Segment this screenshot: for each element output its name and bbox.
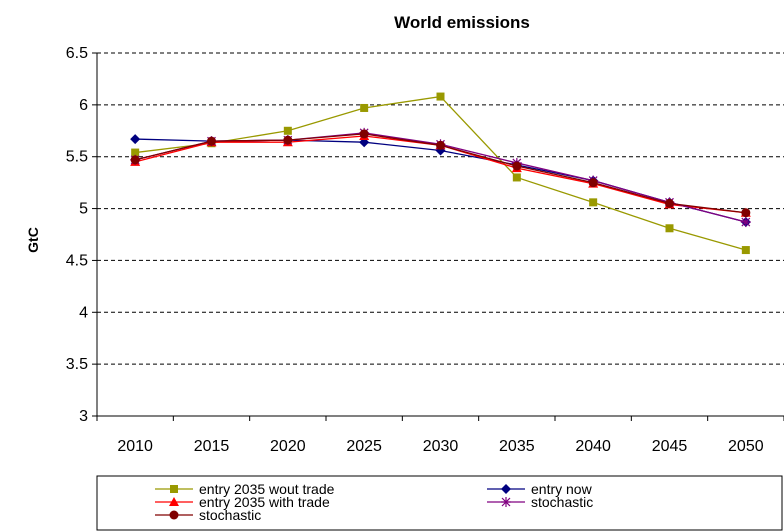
point-marker-square xyxy=(436,92,445,101)
point-marker-square xyxy=(589,198,598,207)
x-tick-label: 2030 xyxy=(423,438,459,455)
x-tick-label: 2040 xyxy=(575,438,611,455)
y-tick-labels: 3 3.5 4 4.5 5 5.5 6 6.5 xyxy=(66,45,88,425)
legend-entry: stochastic xyxy=(487,494,593,510)
point-marker-circle xyxy=(169,510,179,520)
legend-entry: entry 2035 wout trade xyxy=(155,481,335,497)
y-tick-label: 6 xyxy=(79,97,88,114)
point-marker-square xyxy=(283,126,292,135)
point-marker-square xyxy=(131,148,140,157)
point-marker-star xyxy=(740,217,751,228)
point-marker-circle xyxy=(665,198,674,208)
point-marker-diamond xyxy=(130,134,141,145)
y-tick-label: 5.5 xyxy=(66,149,88,166)
legend-entry: entry now xyxy=(487,481,593,497)
x-tick-label: 2035 xyxy=(499,438,535,455)
y-axis-label: GtC xyxy=(25,227,41,253)
x-tick-label: 2010 xyxy=(117,438,153,455)
series-lines xyxy=(130,92,751,255)
point-marker-circle xyxy=(588,178,598,188)
point-marker-circle xyxy=(359,129,369,139)
series-line xyxy=(135,95,747,251)
series-0 xyxy=(131,92,750,255)
x-tick-label: 2015 xyxy=(194,438,230,455)
legend-box xyxy=(96,475,783,531)
gridlines xyxy=(97,52,784,365)
series-4 xyxy=(130,129,751,218)
point-marker-star xyxy=(501,497,511,507)
point-marker-square xyxy=(741,246,750,255)
legend: entry 2035 wout trade entry now entry 2035… xyxy=(96,475,783,531)
y-tick-label: 6.5 xyxy=(66,45,88,62)
point-marker-square xyxy=(170,485,178,493)
point-marker-circle xyxy=(512,161,522,171)
y-tick-label: 3 xyxy=(79,408,88,425)
point-marker-square xyxy=(512,173,521,182)
x-tick-label: 2020 xyxy=(270,438,306,455)
legend-entry: stochastic xyxy=(155,507,261,523)
point-marker-circle xyxy=(130,155,140,165)
x-tick-label: 2025 xyxy=(346,438,382,455)
point-marker-circle xyxy=(283,135,293,145)
legend-label: entry now xyxy=(531,481,593,497)
legend-label: stochastic xyxy=(199,507,261,523)
y-tick-label: 4 xyxy=(79,304,88,321)
x-tick-label: 2045 xyxy=(652,438,688,455)
point-marker-diamond xyxy=(501,484,511,494)
point-marker-circle xyxy=(207,136,216,146)
legend-label: entry 2035 with trade xyxy=(199,494,330,510)
y-tick-label: 5 xyxy=(79,201,88,218)
x-tick-label: 2050 xyxy=(728,438,764,455)
point-marker-square xyxy=(665,224,674,233)
chart-title: World emissions xyxy=(394,13,530,32)
point-marker-circle xyxy=(741,208,751,218)
y-tick-label: 4.5 xyxy=(66,252,88,269)
legend-entry: entry 2035 with trade xyxy=(155,494,330,510)
legend-label: stochastic xyxy=(531,494,593,510)
x-tick-labels: 2010 2015 2020 2025 2030 2035 2040 2045 2050 xyxy=(117,438,763,455)
point-marker-circle xyxy=(436,140,445,150)
point-marker-square xyxy=(360,103,369,112)
legend-label: entry 2035 wout trade xyxy=(199,481,335,497)
axes xyxy=(92,52,784,421)
point-marker-triangle xyxy=(169,497,179,506)
y-tick-label: 3.5 xyxy=(66,356,88,373)
